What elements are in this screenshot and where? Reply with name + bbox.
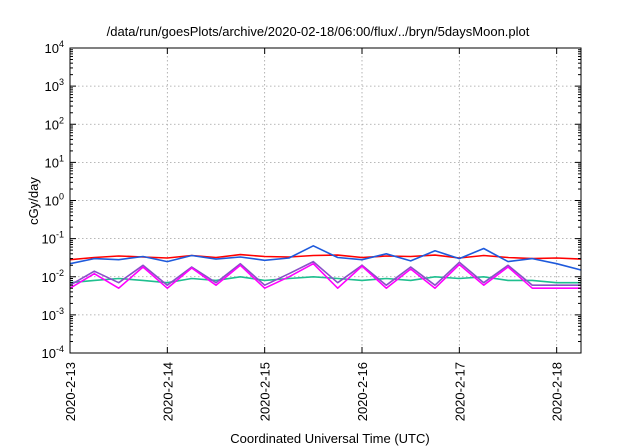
y-tick-label: 101 xyxy=(45,153,64,170)
series-line-2 xyxy=(69,245,582,271)
y-tick-label: 104 xyxy=(45,39,64,56)
y-axis-label: cGy/day xyxy=(26,177,41,225)
y-tick-label: 103 xyxy=(45,77,64,94)
y-tick-label: 102 xyxy=(45,115,64,132)
y-tick-label: 100 xyxy=(45,192,64,209)
series-line-5 xyxy=(69,262,581,290)
x-tick-label: 2020-2-16 xyxy=(355,362,370,421)
x-tick-label: 2020-2-13 xyxy=(63,362,78,421)
y-tick-label: 10-1 xyxy=(42,230,64,247)
y-tick-label: 10-4 xyxy=(42,344,64,361)
x-tick-label: 2020-2-15 xyxy=(258,362,273,421)
plot-frame xyxy=(69,47,582,354)
y-tick-label: 10-3 xyxy=(42,306,64,323)
x-tick-label: 2020-2-18 xyxy=(550,362,565,421)
x-tick-label: 2020-2-17 xyxy=(452,362,467,421)
series-line-3 xyxy=(69,275,581,284)
y-tick-label: 10-2 xyxy=(42,268,64,285)
grid-layer xyxy=(70,48,581,353)
x-tick-label: 2020-2-14 xyxy=(160,362,175,421)
series-layer xyxy=(69,245,582,290)
series-line-1 xyxy=(69,253,582,261)
series-line-4 xyxy=(69,260,581,287)
x-axis-label: Coordinated Universal Time (UTC) xyxy=(230,431,429,446)
axis-layer: 10-4 10-3 10-2 10-1 100 101 102 103 104 2020-2-13… xyxy=(42,39,581,421)
chart-title: /data/run/goesPlots/archive/2020-02-18/0… xyxy=(107,24,530,39)
